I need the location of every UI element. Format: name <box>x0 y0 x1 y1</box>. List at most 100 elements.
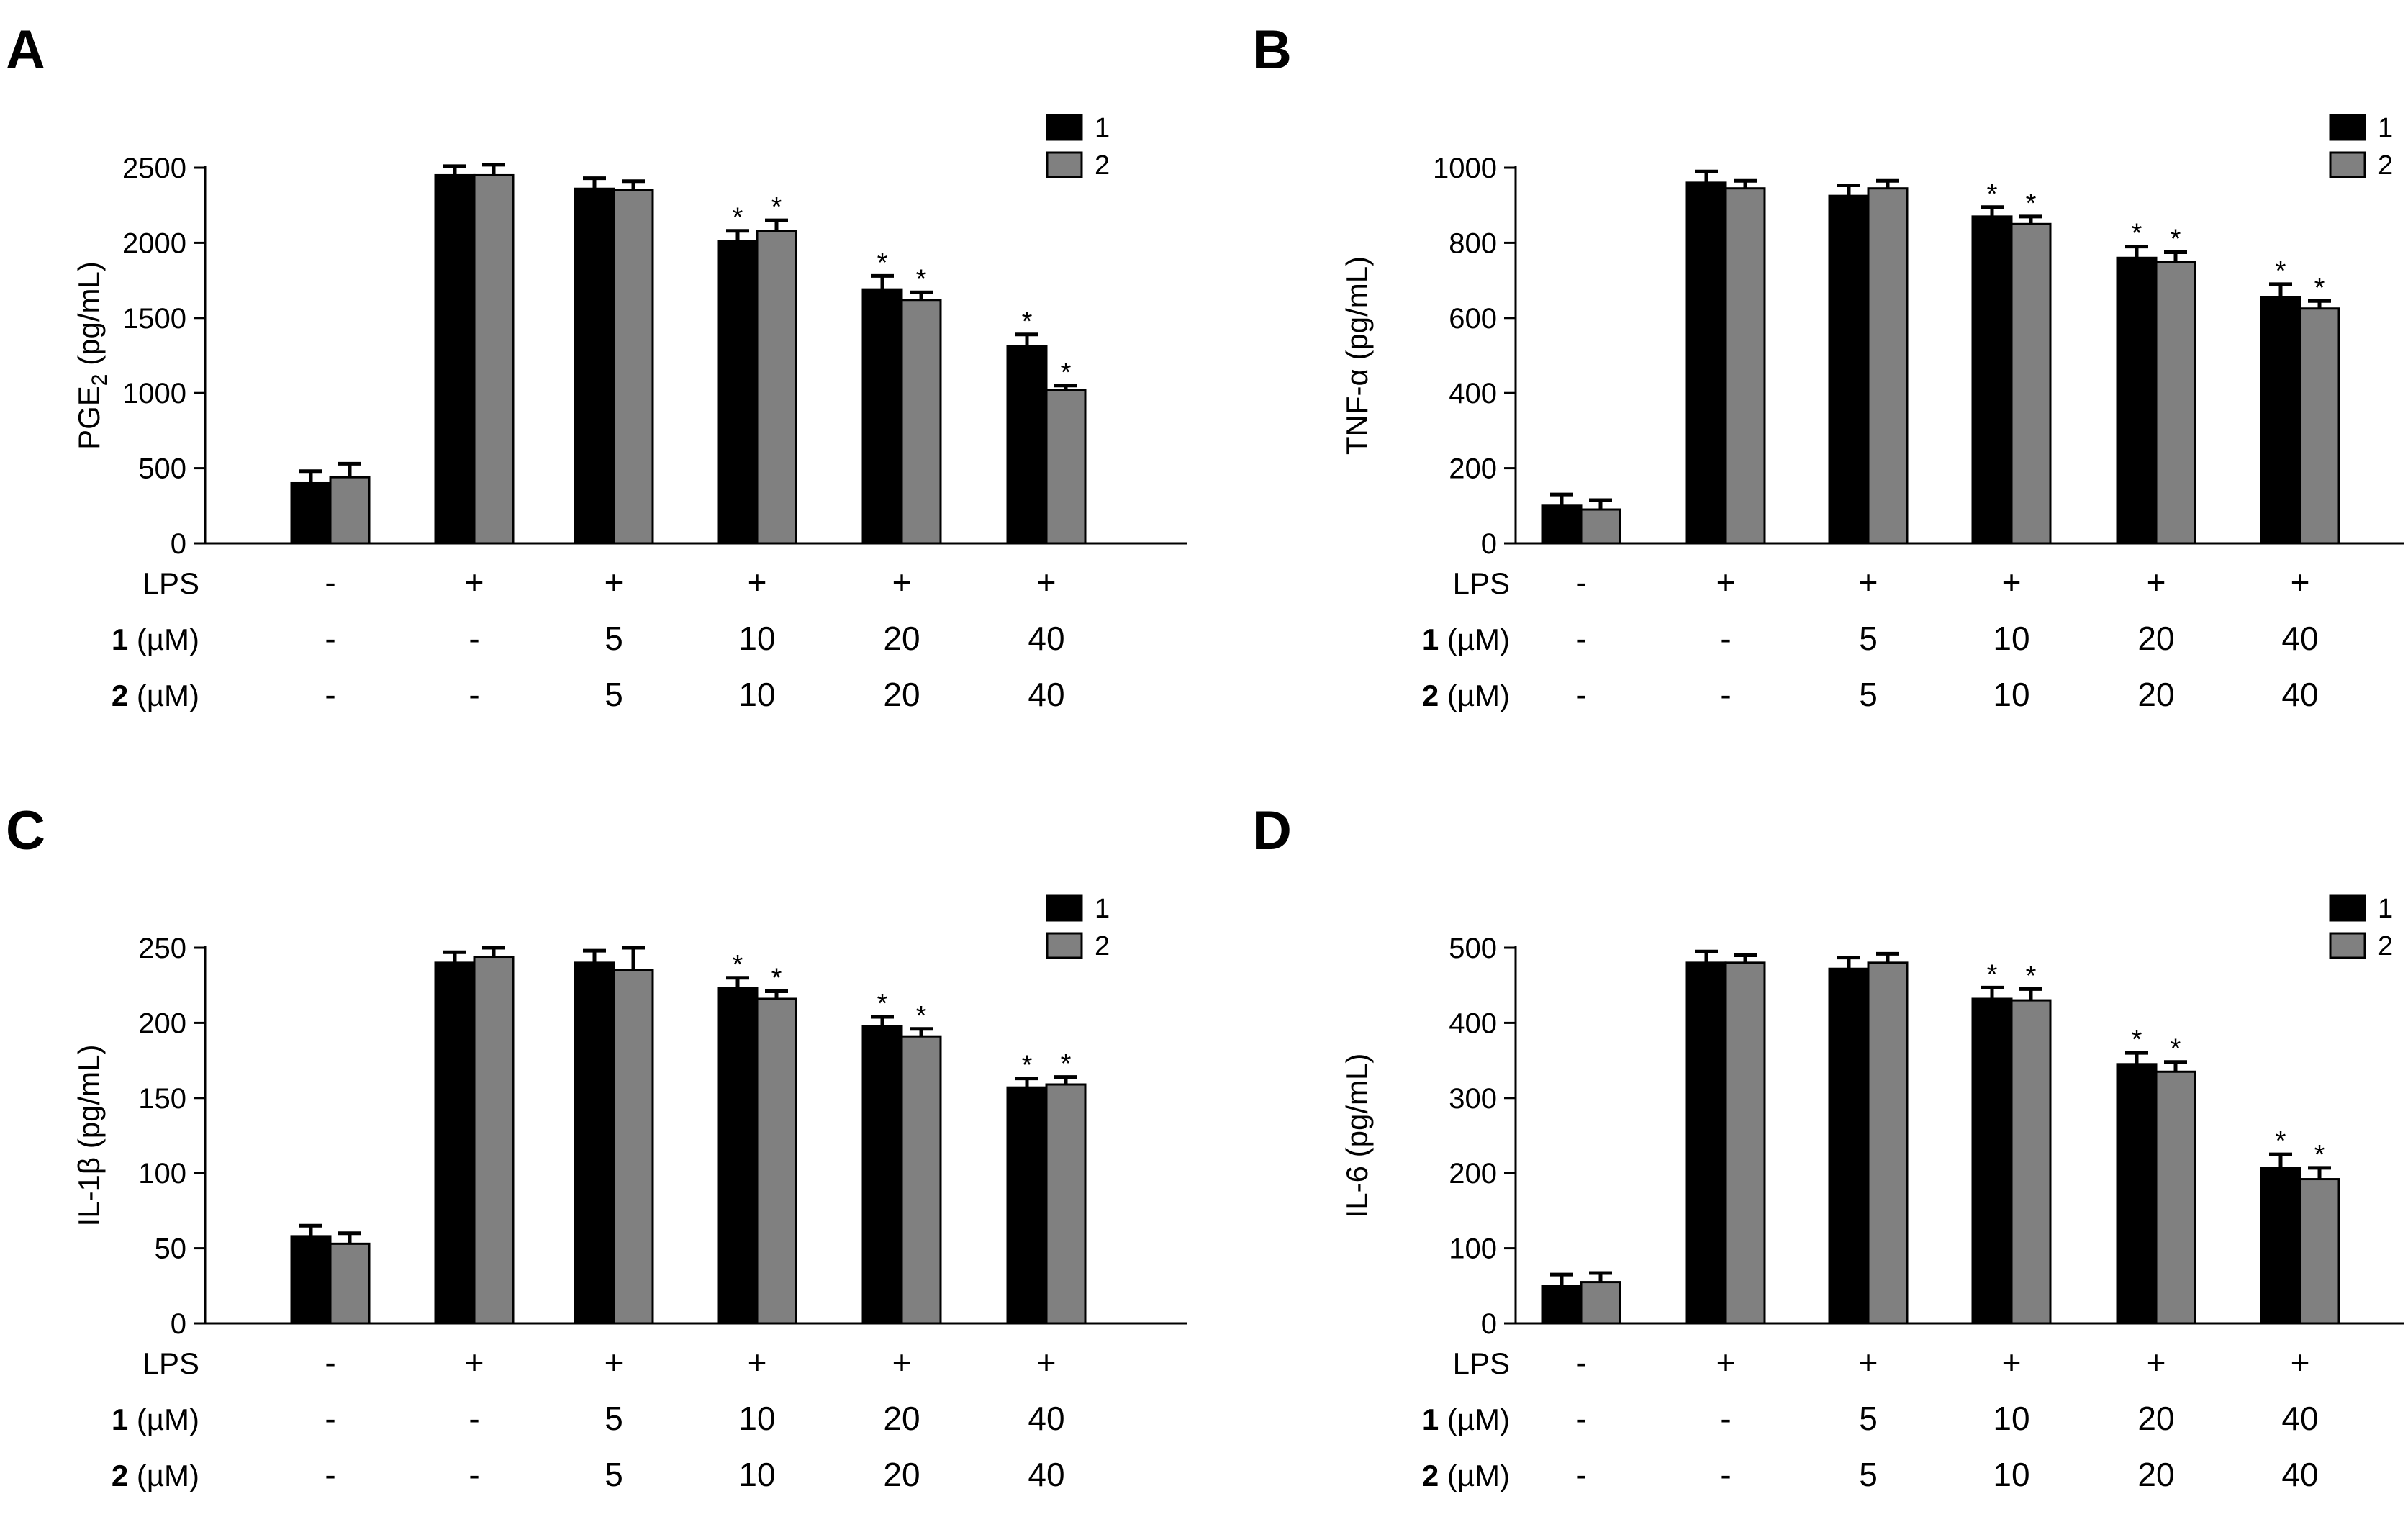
bar-series-2 <box>1867 961 1909 1325</box>
treatment-row-label: 1 (µM) <box>112 622 199 656</box>
treatment-value: 40 <box>1028 1400 1064 1437</box>
treatment-value: - <box>325 1400 335 1437</box>
y-tick-label: 200 <box>1449 1158 1497 1190</box>
treatment-value: - <box>469 676 479 713</box>
significance-star: * <box>2026 189 2037 219</box>
treatment-value: + <box>1037 563 1056 601</box>
treatment-value: - <box>325 620 335 657</box>
y-tick-label: 800 <box>1449 227 1497 259</box>
bar-series-2 <box>900 299 942 545</box>
significance-star: * <box>2276 1126 2286 1156</box>
treatment-value: + <box>1037 1344 1056 1381</box>
significance-star: * <box>2314 273 2325 303</box>
treatment-value: - <box>1720 1456 1731 1493</box>
y-tick-label: 600 <box>1449 303 1497 335</box>
treatment-value: 10 <box>1993 620 2029 657</box>
significance-star: * <box>2132 1025 2142 1055</box>
treatment-value: 20 <box>883 1400 920 1437</box>
bar-series-2 <box>2010 999 2052 1325</box>
treatment-value: 20 <box>883 620 920 657</box>
treatment-value: 5 <box>605 1456 623 1493</box>
treatment-value: 10 <box>738 1400 775 1437</box>
treatment-value: 20 <box>883 1456 920 1493</box>
treatment-value: 10 <box>1993 676 2029 713</box>
bar-series-2 <box>756 230 797 545</box>
treatment-value: 10 <box>738 620 775 657</box>
significance-star: * <box>916 264 927 294</box>
treatment-value: + <box>2002 1344 2022 1381</box>
chart-panel-c: C 0 50 100 150 200 250 IL-1β (pg/mL) * * * * * * 1 2 LPS… <box>6 800 1187 1493</box>
y-tick-label: 250 <box>138 933 186 964</box>
bar-series-1 <box>574 961 615 1325</box>
bar-series-2 <box>473 956 515 1325</box>
significance-star: * <box>877 248 888 278</box>
chart-panel-d: D 0 100 200 300 400 500 IL-6 (pg/mL) * * * * * * 1 2 LPS… <box>1252 800 2404 1493</box>
treatment-value: + <box>605 1344 624 1381</box>
treatment-value: 20 <box>2137 1456 2174 1493</box>
bar-series-2 <box>1724 187 1766 545</box>
bar-series-2 <box>2155 261 2196 545</box>
treatment-row-label: 1 (µM) <box>1422 622 1510 656</box>
treatment-row-label: 1 (µM) <box>112 1403 199 1436</box>
significance-star: * <box>771 964 782 994</box>
treatment-row-label: 2 (µM) <box>1422 679 1510 712</box>
treatment-value: - <box>1575 1344 1586 1381</box>
legend-swatch-1 <box>2329 114 2366 141</box>
treatment-value: - <box>325 1456 335 1493</box>
legend-swatch-1 <box>2329 894 2366 922</box>
significance-star: * <box>1987 179 1998 209</box>
treatment-value: 40 <box>2281 620 2318 657</box>
treatment-value: 40 <box>2281 1456 2318 1493</box>
treatment-value: + <box>2291 1344 2310 1381</box>
treatment-value: 10 <box>738 1456 775 1493</box>
legend-label: 1 <box>2378 894 2393 924</box>
y-tick-label: 200 <box>1449 453 1497 485</box>
treatment-value: - <box>1575 620 1586 657</box>
treatment-value: 40 <box>1028 1456 1064 1493</box>
bar-series-1 <box>1685 181 1727 545</box>
y-axis-label: TNF-α (pg/mL) <box>1340 256 1374 455</box>
treatment-value: - <box>1575 563 1586 601</box>
bar-series-2 <box>2010 222 2052 545</box>
bar-series-1 <box>2260 296 2301 545</box>
y-tick-label: 150 <box>138 1083 186 1115</box>
treatment-value: 5 <box>605 676 623 713</box>
y-tick-label: 100 <box>1449 1233 1497 1265</box>
y-tick-label: 1000 <box>1433 153 1497 184</box>
significance-star: * <box>1987 959 1998 989</box>
significance-star: * <box>771 192 782 222</box>
bar-series-1 <box>2260 1167 2301 1325</box>
treatment-value: - <box>1575 1456 1586 1493</box>
legend-label: 1 <box>1095 894 1110 924</box>
significance-star: * <box>1061 358 1072 388</box>
significance-star: * <box>877 989 888 1019</box>
bar-series-2 <box>1867 187 1909 545</box>
legend-swatch-2 <box>2329 932 2366 959</box>
bar-series-2 <box>900 1035 942 1325</box>
legend-swatch-1 <box>1046 894 1083 922</box>
y-tick-label: 1500 <box>122 303 186 335</box>
y-axis-label: IL-1β (pg/mL) <box>72 1045 106 1227</box>
y-axis-label: PGE2 (pg/mL) <box>72 261 112 450</box>
chart-panel-a: A 0 500 1000 1500 2000 2500 PGE2 (pg/mL) * * * * * * 1… <box>6 19 1187 713</box>
treatment-row-label: LPS <box>142 566 199 600</box>
treatment-value: + <box>2147 563 2166 601</box>
legend-label: 2 <box>2378 150 2393 181</box>
treatment-value: + <box>2291 563 2310 601</box>
bar-series-2 <box>756 997 797 1325</box>
significance-star: * <box>2276 256 2286 286</box>
treatment-value: - <box>469 1456 479 1493</box>
legend-label: 2 <box>1095 150 1110 181</box>
treatment-value: + <box>892 563 912 601</box>
treatment-value: + <box>1859 563 1878 601</box>
treatment-value: 20 <box>2137 1400 2174 1437</box>
treatment-value: + <box>605 563 624 601</box>
significance-star: * <box>2026 961 2037 991</box>
bar-series-2 <box>612 189 654 545</box>
bar-series-1 <box>1006 345 1048 545</box>
bar-series-1 <box>1971 215 2013 545</box>
treatment-value: - <box>1720 1400 1731 1437</box>
y-tick-label: 100 <box>138 1158 186 1190</box>
y-tick-label: 500 <box>138 453 186 485</box>
treatment-value: 5 <box>605 620 623 657</box>
